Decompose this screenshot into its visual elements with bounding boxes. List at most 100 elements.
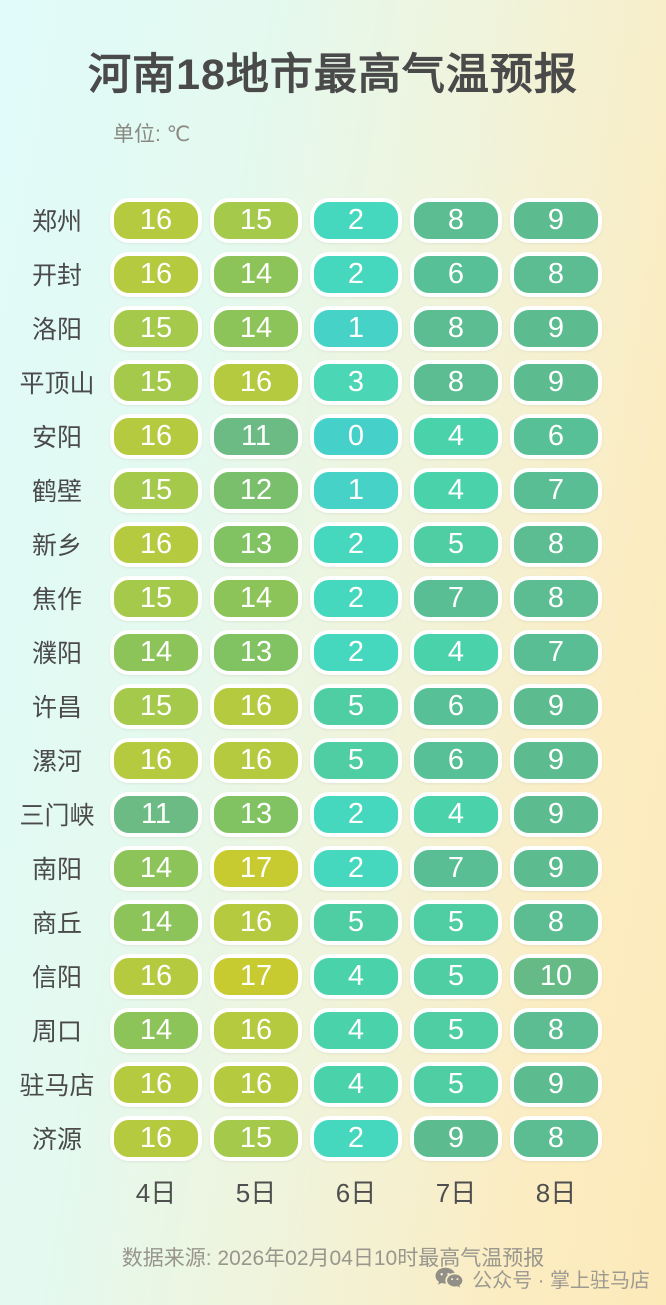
city-label: 商丘 [31,910,82,938]
temp-cell: 13 [210,791,302,837]
temp-cell: 16 [210,683,302,729]
temp-cell: 4 [410,467,502,513]
footer-account: 公众号 · 掌上驻马店 [434,1264,650,1293]
table-row: 濮阳 14 13 2 4 7 [0,625,666,679]
temp-cell: 8 [510,1115,602,1161]
city-label: 鹤壁 [31,478,82,506]
temp-cell: 9 [410,1115,502,1161]
temp-cell: 6 [410,737,502,783]
temp-cell: 13 [210,629,302,675]
temp-cell: 15 [110,575,202,621]
table-row: 新乡 16 13 2 5 8 [0,517,666,571]
temp-cell: 5 [410,521,502,567]
temp-cell: 8 [410,305,502,351]
table-row: 周口 14 16 4 5 8 [0,1003,666,1057]
date-column-header: 5日 [235,1178,277,1208]
temp-cell: 2 [310,791,402,837]
data-source-note: 数据来源: 2026年02月04日10时最高气温预报 [121,1247,545,1270]
temp-cell: 16 [110,413,202,459]
city-label: 驻马店 [19,1072,95,1100]
temp-cell: 8 [510,1007,602,1053]
city-label: 南阳 [31,856,82,884]
temp-cell: 16 [110,1115,202,1161]
temp-cell: 8 [510,899,602,945]
temp-cell: 17 [210,953,302,999]
temp-cell: 16 [110,737,202,783]
city-label: 濮阳 [31,640,82,668]
date-column-headers: 4日 5日 6日 7日 8日 [110,1173,666,1210]
temp-cell: 16 [210,1061,302,1107]
temp-cell: 4 [410,629,502,675]
account-label: 公众号 · 掌上驻马店 [472,1270,650,1292]
temp-cell: 8 [410,359,502,405]
city-label: 信阳 [31,964,82,992]
temp-cell: 15 [110,683,202,729]
temp-cell: 12 [210,467,302,513]
table-row: 平顶山 15 16 3 8 9 [0,355,666,409]
temp-cell: 2 [310,845,402,891]
temp-cell: 16 [210,737,302,783]
temp-cell: 13 [210,521,302,567]
temp-cell: 14 [210,251,302,297]
table-row: 漯河 16 16 5 6 9 [0,733,666,787]
temp-cell: 2 [310,251,402,297]
temp-cell: 14 [110,899,202,945]
temp-cell: 16 [210,1007,302,1053]
temp-cell: 6 [510,413,602,459]
temp-cell: 4 [310,1061,402,1107]
table-row: 安阳 16 11 0 4 6 [0,409,666,463]
temp-cell: 4 [410,791,502,837]
temp-cell: 2 [310,521,402,567]
temp-cell: 15 [110,359,202,405]
date-column-header: 7日 [435,1178,477,1208]
temp-cell: 5 [410,1061,502,1107]
temp-cell: 5 [310,737,402,783]
table-row: 开封 16 14 2 6 8 [0,247,666,301]
temp-cell: 0 [310,413,402,459]
city-label: 许昌 [31,694,82,722]
table-row: 南阳 14 17 2 7 9 [0,841,666,895]
temp-cell: 2 [310,197,402,243]
temp-cell: 8 [510,251,602,297]
city-label: 济源 [31,1126,82,1154]
table-row: 焦作 15 14 2 7 8 [0,571,666,625]
temp-cell: 11 [110,791,202,837]
city-label: 平顶山 [19,370,95,398]
date-column-header: 4日 [135,1178,177,1208]
temp-cell: 4 [310,1007,402,1053]
wechat-icon [434,1266,464,1292]
city-label: 焦作 [31,586,82,614]
temp-cell: 7 [410,575,502,621]
temp-cell: 5 [310,683,402,729]
temp-cell: 8 [410,197,502,243]
city-label: 新乡 [31,532,82,560]
temp-cell: 17 [210,845,302,891]
temp-cell: 9 [510,359,602,405]
temp-cell: 8 [510,521,602,567]
temp-cell: 8 [510,575,602,621]
temp-cell: 6 [410,251,502,297]
table-row: 商丘 14 16 5 5 8 [0,895,666,949]
temp-cell: 15 [110,467,202,513]
temp-cell: 3 [310,359,402,405]
temp-cell: 2 [310,575,402,621]
temp-cell: 7 [410,845,502,891]
city-label: 安阳 [31,424,82,452]
temp-cell: 14 [110,629,202,675]
table-row: 济源 16 15 2 9 8 [0,1111,666,1165]
temp-cell: 16 [210,899,302,945]
temp-cell: 1 [310,467,402,513]
temp-cell: 15 [210,1115,302,1161]
temperature-table: 郑州 16 15 2 8 9 开封 16 14 2 6 8 洛阳 15 14 1 8 9 平顶山 15 16 3 8 9 安阳 1… [0,193,666,1165]
table-row: 信阳 16 17 4 5 10 [0,949,666,1003]
temp-cell: 5 [410,899,502,945]
temp-cell: 16 [210,359,302,405]
unit-label: 单位: ℃ [113,123,191,146]
temp-cell: 14 [110,845,202,891]
temp-cell: 16 [110,197,202,243]
table-row: 许昌 15 16 5 6 9 [0,679,666,733]
temp-cell: 7 [510,467,602,513]
city-label: 洛阳 [31,316,82,344]
temp-cell: 9 [510,683,602,729]
city-label: 周口 [31,1018,82,1046]
